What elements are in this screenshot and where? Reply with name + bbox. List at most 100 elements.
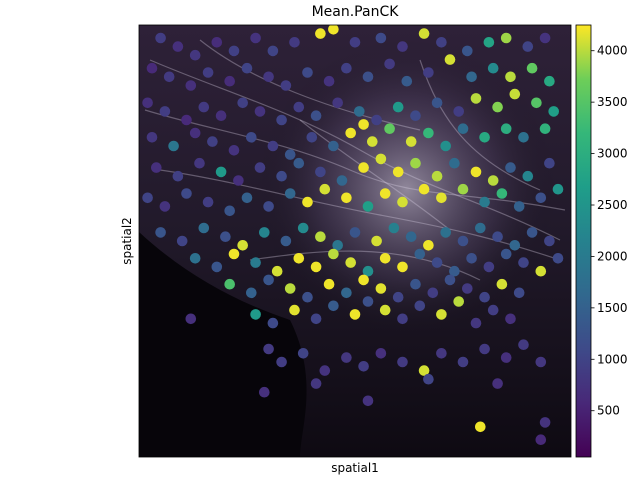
data-point: [444, 54, 456, 65]
data-point: [531, 97, 542, 109]
data-point: [246, 287, 257, 299]
data-point: [526, 62, 538, 74]
data-point: [423, 127, 434, 139]
data-point: [159, 201, 171, 212]
data-point: [185, 80, 197, 91]
data-point: [332, 97, 344, 109]
data-point: [479, 343, 490, 355]
data-point: [410, 110, 421, 121]
data-point: [457, 356, 469, 368]
colorbar-tick-label: 1500: [597, 301, 628, 315]
data-point: [535, 434, 547, 446]
data-point: [345, 257, 357, 268]
data-point: [496, 278, 508, 290]
data-point: [246, 132, 257, 143]
data-point: [185, 313, 197, 325]
data-point: [241, 62, 253, 74]
points-layer: [142, 25, 564, 446]
data-point: [462, 283, 473, 294]
data-point: [410, 278, 421, 290]
data-point: [155, 227, 166, 238]
data-point: [552, 183, 564, 195]
bright-glow: [139, 25, 571, 457]
data-point: [384, 58, 395, 70]
data-point: [513, 287, 525, 299]
data-point: [241, 192, 253, 204]
data-point: [341, 352, 352, 363]
data-point: [487, 62, 499, 74]
colorbar-tick-label: 1000: [597, 352, 628, 366]
data-point: [267, 317, 279, 329]
data-point: [181, 114, 192, 126]
data-point: [284, 283, 296, 294]
data-point: [431, 257, 443, 268]
data-point: [323, 278, 335, 290]
data-point: [172, 41, 184, 52]
data-point: [211, 37, 223, 48]
data-point: [202, 196, 214, 208]
data-point: [315, 231, 326, 242]
data-point: [306, 132, 318, 143]
data-point: [466, 71, 477, 83]
data-point: [276, 114, 287, 126]
data-point: [224, 205, 235, 217]
data-point: [414, 248, 426, 260]
chart-title: Mean.PanCK: [312, 4, 400, 20]
data-point: [362, 296, 374, 307]
data-point: [220, 231, 231, 242]
data-point: [535, 265, 547, 277]
data-point: [315, 28, 326, 39]
data-point: [440, 140, 452, 152]
data-point: [345, 127, 357, 139]
data-point: [500, 352, 512, 363]
data-point: [280, 235, 292, 247]
data-point: [293, 101, 305, 113]
data-point: [328, 140, 339, 152]
data-point: [215, 110, 227, 121]
data-point: [263, 274, 274, 286]
data-point: [142, 97, 153, 109]
data-point: [276, 170, 287, 182]
data-point: [207, 136, 218, 147]
data-point: [487, 175, 499, 186]
data-point: [228, 45, 240, 57]
data-point: [267, 140, 279, 152]
data-point: [375, 283, 387, 294]
data-point: [535, 356, 547, 368]
data-point: [379, 304, 391, 316]
data-point: [544, 235, 555, 247]
data-point: [228, 145, 240, 156]
data-point: [341, 287, 352, 299]
data-point: [431, 170, 443, 182]
data-point: [181, 188, 192, 199]
data-point: [159, 106, 171, 117]
data-point: [362, 71, 374, 83]
data-point: [297, 348, 309, 359]
data-point: [211, 261, 223, 273]
data-point: [319, 365, 331, 376]
data-point: [319, 183, 331, 195]
data-point: [470, 93, 482, 104]
data-point: [436, 348, 447, 359]
data-point: [475, 222, 486, 234]
data-point: [479, 132, 490, 143]
data-point: [492, 231, 503, 242]
data-point: [284, 149, 296, 160]
data-point: [522, 41, 534, 52]
data-point: [254, 162, 266, 173]
data-point: [479, 291, 490, 303]
data-point: [189, 49, 201, 61]
data-point: [427, 287, 439, 299]
data-point: [358, 162, 369, 173]
data-point: [500, 123, 512, 134]
data-point: [397, 313, 408, 325]
data-point: [250, 257, 261, 268]
data-point: [379, 252, 391, 264]
data-point: [233, 175, 244, 186]
data-point: [453, 106, 465, 117]
data-point: [440, 227, 452, 238]
x-axis-label: spatial1: [331, 461, 379, 475]
data-point: [332, 240, 344, 251]
data-point: [509, 240, 521, 251]
